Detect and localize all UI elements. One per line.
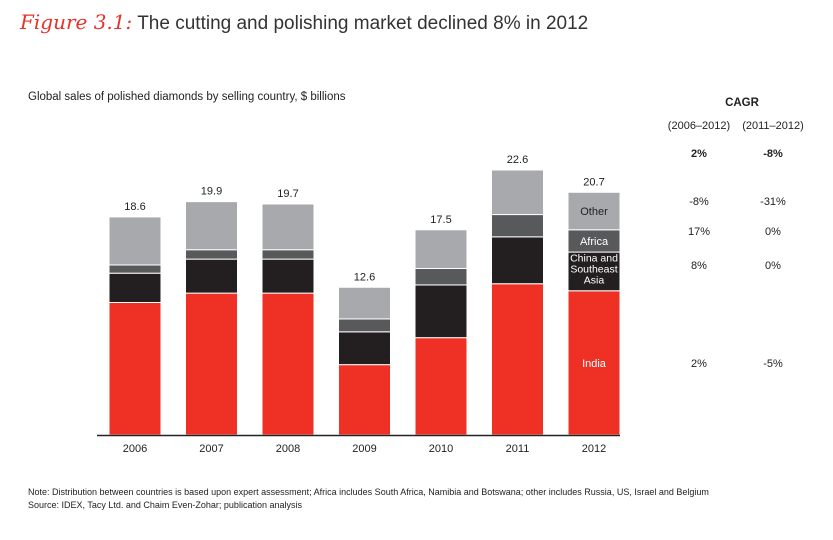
bar-india-2009 (338, 364, 391, 436)
x-tick-label-2008: 2008 (276, 443, 300, 455)
cagr-africa-2011-2012: 0% (765, 226, 781, 238)
x-tick-label-2012: 2012 (582, 443, 606, 455)
bar-china-and-southeast-asia-2011 (491, 236, 544, 285)
bar-africa-2011 (491, 214, 544, 238)
total-label-2009: 12.6 (354, 271, 375, 283)
segment-label-china-line-3: Asia (584, 274, 605, 286)
cagr-china-2006-2012: 8% (691, 260, 707, 272)
cagr-other-2011-2012: -31% (760, 196, 786, 208)
title-text: The cutting and polishing market decline… (137, 13, 589, 34)
cagr-other-2006-2012: -8% (689, 196, 709, 208)
bar-other-2012 (567, 191, 621, 231)
cagr-total-2006-2012: 2% (691, 148, 707, 160)
segment-label-africa: Africa (580, 236, 609, 248)
bar-china-and-southeast-asia-2012 (567, 251, 621, 292)
total-label-2011: 22.6 (507, 154, 528, 166)
bar-india-2011 (491, 283, 544, 436)
total-label-2007: 19.9 (201, 186, 222, 198)
bar-india-2007 (185, 292, 238, 436)
x-tick-label-2007: 2007 (199, 443, 223, 455)
bar-other-2009 (338, 286, 391, 320)
figure-label: Figure 3.1: (20, 10, 133, 34)
bar-africa-2007 (185, 249, 238, 260)
x-tick-label-2010: 2010 (429, 443, 453, 455)
chart-title: Figure 3.1: The cutting and polishing ma… (20, 10, 588, 35)
bar-china-and-southeast-asia-2007 (185, 258, 238, 294)
bar-other-2010 (414, 229, 468, 269)
bar-china-and-southeast-asia-2006 (108, 272, 162, 304)
bar-china-and-southeast-asia-2009 (338, 331, 391, 366)
bar-africa-2008 (261, 249, 315, 260)
cagr-africa-2006-2012: 17% (687, 226, 711, 238)
bar-india-2008 (261, 292, 315, 436)
total-label-2010: 17.5 (430, 214, 451, 226)
segment-label-other: Other (580, 206, 608, 218)
total-label-2012: 20.7 (583, 176, 604, 188)
x-tick-label-2006: 2006 (123, 443, 147, 455)
bar-china-and-southeast-asia-2008 (261, 258, 315, 294)
source-note: Source: IDEX, Tacy Ltd. and Chaim Even-Z… (28, 500, 302, 510)
total-label-2006: 18.6 (124, 201, 145, 213)
chart-subtitle: Global sales of polished diamonds by sel… (28, 91, 346, 103)
x-tick-label-2009: 2009 (352, 443, 376, 455)
footnote: Note: Distribution between countries is … (28, 487, 709, 497)
bar-china-and-southeast-asia-2010 (414, 284, 468, 339)
bar-africa-2009 (338, 318, 391, 333)
cagr-title: CAGR (725, 97, 759, 109)
total-label-2008: 19.7 (277, 188, 298, 200)
bar-africa-2006 (108, 264, 162, 274)
cagr-china-2011-2012: 0% (765, 260, 781, 272)
bar-other-2011 (491, 169, 544, 216)
segment-label-india: India (582, 358, 607, 370)
cagr-india-2006-2012: 2% (691, 358, 707, 370)
bar-other-2008 (261, 203, 315, 251)
bar-africa-2010 (414, 267, 468, 286)
bar-india-2006 (108, 302, 162, 436)
bar-other-2006 (108, 216, 162, 266)
segment-label-china-line-2: Southeast (570, 263, 617, 275)
bar-other-2007 (185, 201, 238, 251)
bar-india-2010 (414, 337, 468, 436)
cagr-header-2006-2012: (2006–2012) (667, 120, 731, 132)
segment-label-china-line-1: China and (570, 252, 618, 264)
cagr-india-2011-2012: -5% (763, 358, 783, 370)
x-tick-label-2011: 2011 (506, 443, 530, 455)
cagr-total-2011-2012: -8% (763, 148, 783, 160)
cagr-header-2011-2012: (2011–2012) (742, 120, 804, 132)
stacked-bar-chart: 18.6 2006 19.9 2007 19.7 2008 12.6 2009 17.5 2010… (97, 154, 621, 455)
